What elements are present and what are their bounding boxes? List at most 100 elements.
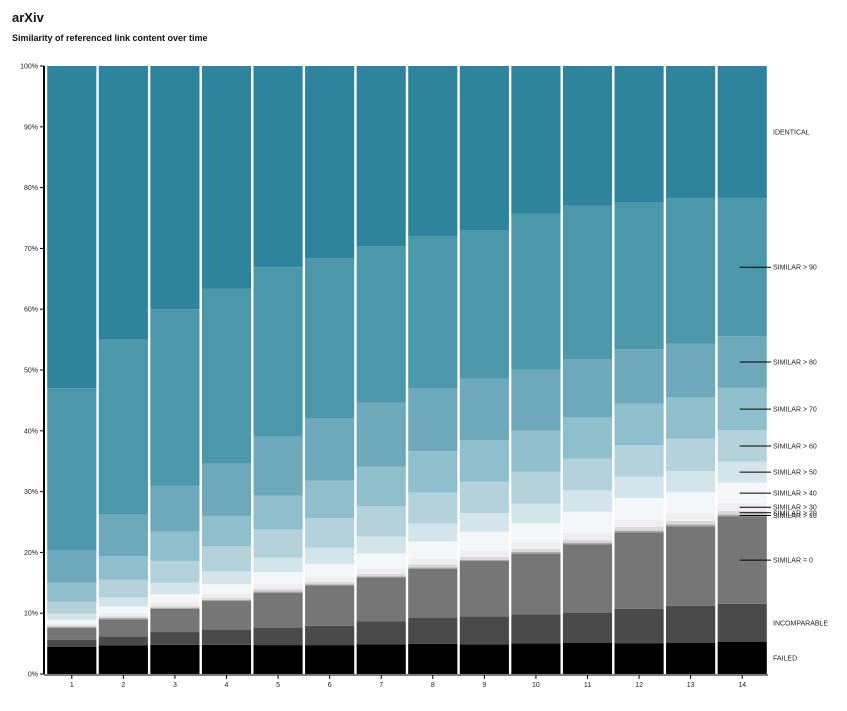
bar-segment-similar-90-5 [253,267,303,437]
bar-segment-incomparable-2 [98,636,148,646]
bar-segment-similar-10-5 [253,591,303,593]
y-tick-label: 30% [24,489,38,496]
x-tick-label: 11 [584,682,591,689]
bar-segment-similar-0-2 [98,619,148,637]
bar-segment-identical-13 [666,66,716,198]
bar-segment-similar-50-13 [666,470,716,493]
bar-segment-failed-11 [562,642,613,674]
bar-segment-similar-10-9 [459,559,509,562]
y-tick-label: 40% [24,428,38,435]
bar-segment-incomparable-14 [717,603,767,642]
legend-label-similar-50: SIMILAR > 50 [773,470,817,477]
bar-segment-failed-4 [201,644,252,674]
bar-segment-failed-10 [511,643,561,674]
legend-label-similar-60: SIMILAR > 60 [773,444,817,451]
bar-segment-similar-50-9 [459,512,509,532]
legend-label-incomparable: INCOMPARABLE [773,620,828,627]
bar-segment-similar-50-4 [201,571,252,585]
bar-segment-similar-40-6 [305,563,355,578]
x-tick-label: 5 [276,682,280,689]
y-tick-label: 0% [28,672,38,679]
bar-segment-similar-20-3 [150,605,200,608]
legend-label-identical: IDENTICAL [773,130,810,137]
bar-segment-similar-30-13 [666,513,716,521]
bar-segment-similar-30-11 [562,532,613,540]
bar-segment-similar-30-1 [47,623,97,626]
bar-segment-similar-40-10 [511,522,561,543]
bar-segment-identical-8 [408,66,458,237]
x-tick-label: 9 [482,682,486,689]
bar-segment-similar-30-6 [305,577,355,582]
bar-segment-similar-30-9 [459,550,509,557]
bar-segment-similar-40-9 [459,531,509,551]
y-tick-label: 80% [24,185,38,192]
bar-segment-similar-50-5 [253,557,303,573]
legend: FAILED INCOMPARABLE SIMILAR = 0 SIMILAR > 1… [739,130,828,663]
bar-segment-similar-80-9 [459,378,509,441]
bar-segment-similar-60-6 [305,518,355,548]
legend-label-similar-20: SIMILAR > 20 [773,510,817,517]
bar-segment-similar-60-2 [98,579,148,598]
bar-segment-similar-30-8 [408,558,458,565]
bar-segment-similar-60-4 [201,546,252,572]
bar-segment-incomparable-7 [356,621,406,645]
bar-segment-failed-13 [666,642,716,674]
bar-segment-identical-7 [356,66,406,247]
bar-segment-similar-40-3 [150,594,200,603]
legend-label-similar-90: SIMILAR > 90 [773,265,817,272]
chart-title: arXiv [12,10,44,25]
bar-segment-similar-50-6 [305,547,355,564]
bar-segment-similar-70-9 [459,440,509,482]
bar-segment-similar-10-13 [666,524,716,527]
bar-segment-similar-50-12 [614,476,664,498]
bar-segment-similar-0-13 [666,526,716,606]
y-tick-label: 70% [24,246,38,253]
bar-segment-similar-30-2 [98,613,148,617]
bar-segment-similar-70-8 [408,451,458,493]
bar-segment-similar-60-10 [511,471,561,504]
bar-segment-similar-90-9 [459,230,509,379]
y-tick-label: 60% [24,307,38,314]
bar-segment-similar-80-11 [562,359,613,418]
bar-segment-incomparable-13 [666,605,716,643]
x-tick-label: 12 [635,682,643,689]
bar-segment-similar-70-11 [562,417,613,459]
bar-segment-similar-50-8 [408,523,458,542]
x-tick-label: 1 [70,682,74,689]
bar-segment-similar-40-11 [562,511,613,533]
bar-segment-failed-2 [98,645,148,674]
bar-segment-similar-90-11 [562,205,613,360]
bar-segment-similar-80-13 [666,343,716,398]
bar-segment-similar-70-13 [666,397,716,439]
bar-segment-similar-20-11 [562,539,613,543]
x-axis: 1 2 3 4 5 6 7 8 9 10 11 12 13 14 [44,674,768,689]
bar-segment-failed-7 [356,644,406,674]
bar-segment-similar-10-6 [305,584,355,586]
bar-segment-incomparable-12 [614,608,664,644]
bar-segment-similar-80-10 [511,369,561,431]
bar-segment-similar-0-12 [614,532,664,609]
x-tick-label: 7 [379,682,383,689]
bar-segment-similar-10-1 [47,626,97,628]
bar-segment-identical-9 [459,66,509,231]
bar-segment-similar-40-7 [356,553,406,569]
y-tick-label: 50% [24,368,38,375]
bar-segment-similar-20-6 [305,581,355,585]
bar-segment-similar-60-5 [253,529,303,558]
bar-segment-similar-20-9 [459,556,509,560]
bar-segment-identical-4 [201,66,252,289]
bar-segment-similar-70-2 [98,556,148,580]
bar-segment-similar-20-8 [408,564,458,568]
bar-segment-identical-1 [47,66,97,389]
x-tick-label: 2 [121,682,125,689]
bar-segment-incomparable-5 [253,627,303,646]
bar-segment-similar-80-7 [356,402,406,467]
bar-segment-similar-90-10 [511,213,561,370]
legend-label-similar-70: SIMILAR > 70 [773,407,817,414]
bar-segment-similar-30-4 [201,593,252,598]
bar-segment-similar-70-3 [150,531,200,561]
bar-segment-similar-10-12 [614,530,664,533]
bar-segment-failed-5 [253,645,303,674]
bar-segment-similar-80-2 [98,514,148,557]
bar-segment-similar-10-3 [150,607,200,609]
